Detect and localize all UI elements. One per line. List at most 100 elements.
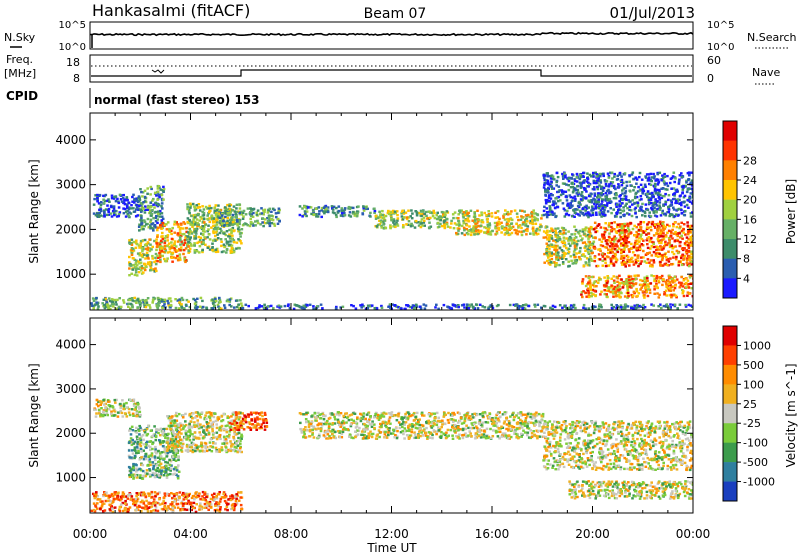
power-data-cell [189,207,192,209]
power-data-cell [151,301,154,303]
power-data-cell [619,216,622,218]
power-data-cell [570,233,573,235]
power-data-cell [96,197,99,199]
power-data-cell [657,238,660,240]
power-data-cell [555,232,558,234]
power-data-cell [637,254,640,256]
power-data-cell [468,215,471,217]
power-data-cell [156,199,159,201]
power-data-cell [599,293,602,295]
power-data-cell [582,176,585,178]
power-data-cell [609,191,612,193]
power-data-cell [134,274,137,276]
power-data-cell [603,276,606,278]
power-data-cell [217,204,220,206]
power-data-cell [607,252,610,254]
power-data-cell [648,211,651,213]
power-data-cell [615,194,618,196]
cpid-text: normal (fast stereo) 153 [94,93,260,107]
power-colorbar-segment [723,239,737,259]
power-data-cell [656,246,659,248]
power-data-cell [453,227,456,229]
power-data-cell [230,228,233,230]
power-data-cell [144,196,147,198]
power-data-cell [416,214,419,216]
power-data-cell [689,236,692,238]
power-data-cell [90,302,93,304]
power-data-cell [224,206,227,208]
power-data-cell [608,185,611,187]
power-data-cell [140,191,143,193]
power-data-cell [156,255,159,257]
power-data-cell [157,227,160,229]
power-data-cell [674,245,677,247]
power-data-cell [660,242,663,244]
power-data-cell [583,188,586,190]
power-data-cell [369,212,372,214]
power-data-cell [105,208,108,210]
power-data-cell [635,183,638,185]
velocity-data-cell [165,455,168,457]
power-data-cell [632,251,635,253]
power-data-cell [226,241,229,243]
power-data-cell [681,254,684,256]
power-data-cell [161,232,164,234]
power-data-cell [135,302,138,304]
power-data-cell [668,208,671,210]
power-data-cell [606,296,609,298]
power-data-cell [221,251,224,253]
power-data-cell [463,306,466,308]
power-data-cell [646,193,649,195]
power-data-cell [534,305,537,307]
power-data-cell [601,200,604,202]
power-data-cell [219,228,222,230]
velocity-cells [91,399,696,514]
power-data-cell [673,172,676,174]
power-data-cell [557,239,560,241]
power-data-cell [653,293,656,295]
velocity-data-cell [154,446,157,448]
power-data-cell [564,242,567,244]
power-data-cell [649,193,652,195]
velocity-data-cell [106,414,109,416]
power-data-cell [674,177,677,179]
power-data-cell [568,248,571,250]
power-data-cell [547,180,550,182]
power-data-cell [170,233,173,235]
power-data-cell [215,249,218,251]
power-data-cell [641,192,644,194]
power-data-cell [107,211,110,213]
power-data-cell [594,231,597,233]
power-data-cell [578,256,581,258]
power-data-cell [155,263,158,265]
power-data-cell [612,208,615,210]
power-data-cell [579,176,582,178]
power-data-cell [610,212,613,214]
power-data-cell [622,286,625,288]
power-data-cell [491,215,494,217]
power-data-cell [648,232,651,234]
power-data-cell [666,175,669,177]
power-data-cell [494,212,497,214]
power-data-cell [639,279,642,281]
power-data-cell [570,206,573,208]
power-data-cell [170,241,173,243]
power-data-cell [686,199,689,201]
power-data-cell [680,209,683,211]
power-data-cell [663,180,666,182]
power-data-cell [621,189,624,191]
power-data-cell [178,301,181,303]
velocity-data-cell [122,408,125,410]
power-data-cell [147,218,150,220]
power-data-cell [428,210,431,212]
power-data-cell [199,209,202,211]
power-data-cell [160,247,163,249]
power-data-cell [690,244,693,246]
power-data-cell [652,205,655,207]
power-data-cell [226,230,229,232]
power-data-cell [639,248,642,250]
power-data-cell [641,179,644,181]
power-data-cell [166,239,169,241]
power-data-cell [131,254,134,256]
